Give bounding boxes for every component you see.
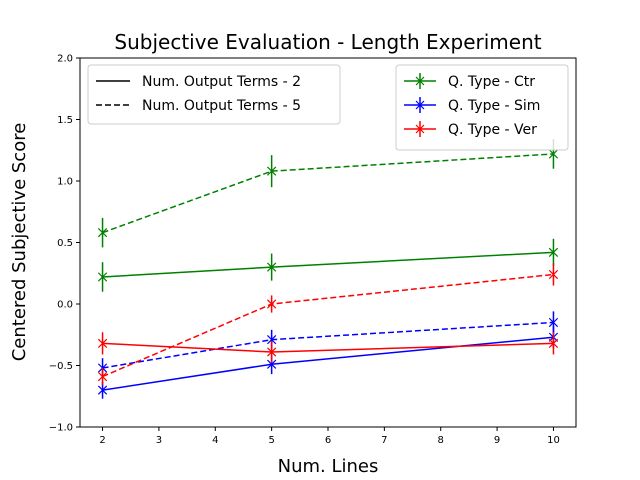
data-point-sim-terms-2 [267, 359, 277, 369]
x-tick-label: 8 [438, 435, 444, 446]
chart-title: Subjective Evaluation - Length Experimen… [114, 30, 541, 54]
data-point-ctr-terms-5 [267, 166, 277, 176]
y-tick-label: −0.5 [49, 361, 73, 372]
data-point-ctr-terms-2 [97, 272, 108, 282]
legend-question-type-box [395, 64, 569, 151]
x-tick-label: 4 [212, 435, 218, 446]
data-point-sim-terms-5 [548, 317, 559, 328]
data-point-ver-terms-5 [97, 371, 108, 382]
legend-color-label: Q. Type - Sim [448, 98, 540, 114]
data-point-ver-terms-5 [548, 269, 559, 280]
legend-line-style: Num. Output Terms - 2 Num. Output Terms -… [87, 64, 341, 125]
data-point-ctr-terms-2 [548, 247, 559, 257]
data-point-ver-terms-5 [267, 299, 277, 309]
x-tick-label: 9 [494, 435, 500, 446]
y-tick-label: 0.5 [57, 238, 73, 249]
data-point-ctr-terms-2 [267, 262, 277, 272]
data-point-ver-terms-2 [267, 347, 277, 357]
x-tick-label: 5 [268, 435, 274, 446]
legend-color-swatch-marker [415, 76, 425, 86]
plot-area [97, 139, 559, 399]
y-axis-title: Centered Subjective Score [9, 123, 30, 362]
series-line-ctr-terms-5 [102, 153, 554, 234]
data-point-sim-terms-2 [97, 385, 108, 395]
data-point-ver-terms-2 [97, 338, 108, 348]
y-tick-label: 1.0 [57, 177, 73, 188]
y-tick-label: −1.0 [49, 423, 73, 434]
y-tick-label: 0.0 [57, 300, 73, 311]
data-point-ctr-terms-5 [97, 228, 108, 238]
legend-line-style-label: Num. Output Terms - 2 [142, 74, 301, 90]
y-tick-label: 1.5 [57, 115, 73, 126]
legend-line-style-label: Num. Output Terms - 5 [142, 98, 301, 114]
x-tick-label: 6 [325, 435, 331, 446]
legend-color-label: Q. Type - Ver [448, 122, 537, 138]
data-point-ver-terms-2 [548, 338, 559, 348]
x-axis-title: Num. Lines [278, 456, 379, 477]
legend-color-swatch-marker [415, 124, 425, 134]
x-axis: 2 3 4 5 6 7 8 9 10 [99, 427, 560, 446]
y-tick-label: 2.0 [57, 54, 73, 65]
x-tick-label: 7 [381, 435, 387, 446]
legend-line-style-box [87, 64, 341, 125]
legend-question-type: Q. Type - Ctr Q. Type - Sim Q. Type - Ver [395, 64, 569, 151]
x-tick-label: 10 [547, 435, 560, 446]
data-point-ctr-terms-5 [548, 149, 559, 159]
x-tick-label: 3 [156, 435, 162, 446]
legend-color-swatch-marker [415, 100, 425, 110]
y-axis: −1.0 −0.5 0.0 0.5 1.0 1.5 2.0 [49, 54, 80, 434]
data-point-sim-terms-5 [267, 335, 277, 345]
legend-color-label: Q. Type - Ctr [448, 74, 535, 90]
x-tick-label: 2 [99, 435, 105, 446]
